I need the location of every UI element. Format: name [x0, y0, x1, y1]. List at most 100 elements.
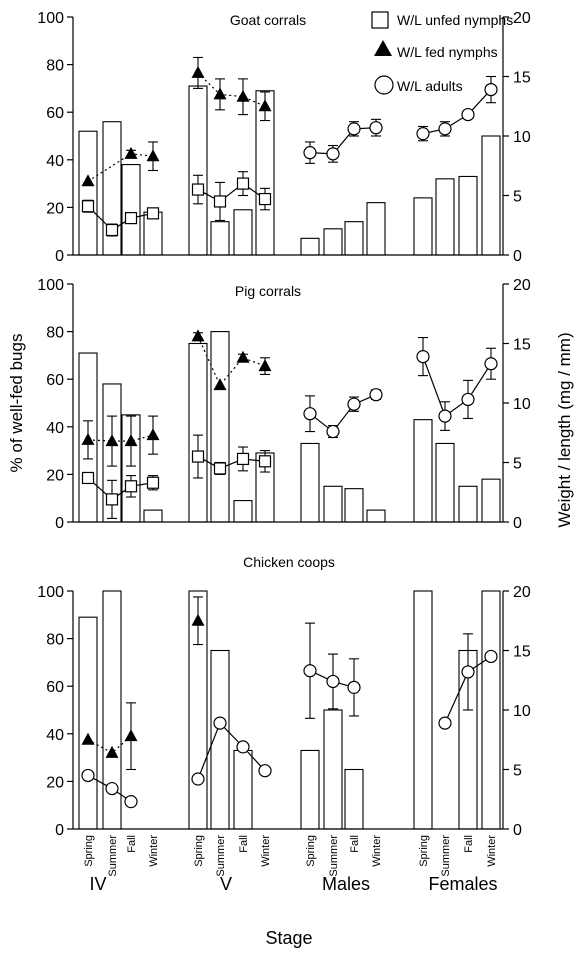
- marker-fed: [191, 65, 205, 78]
- y-tick-label-left: 40: [46, 153, 64, 170]
- panel-title: Goat corrals: [230, 12, 306, 28]
- bar: [323, 709, 343, 830]
- marker-adults: [81, 768, 95, 783]
- bar: [210, 221, 230, 256]
- y-tick-label-right: 15: [513, 337, 531, 354]
- bar: [210, 331, 230, 523]
- series-line-unfed: [197, 456, 266, 470]
- season-tick-label: Spring: [193, 835, 205, 867]
- marker-fed: [81, 432, 95, 445]
- marker-unfed: [124, 480, 138, 493]
- y-tick-label-right: 0: [513, 515, 522, 532]
- y-tick-label-left: 40: [46, 727, 64, 744]
- y-tick-label-left: 0: [55, 248, 64, 265]
- marker-adults: [303, 146, 317, 160]
- y-tick-label-left: 60: [46, 105, 64, 122]
- marker-adults: [124, 795, 138, 809]
- marker-fed: [258, 99, 272, 112]
- bar: [300, 442, 320, 523]
- bar: [481, 590, 501, 830]
- series-line-adults: [309, 127, 377, 155]
- legend-adults-marker: [374, 75, 394, 95]
- stage-label-v: V: [220, 874, 232, 894]
- y-tick-label-left: 80: [46, 632, 64, 649]
- series-line-adults: [422, 89, 492, 135]
- y-tick-label-right: 5: [513, 456, 522, 473]
- marker-fed: [124, 729, 138, 742]
- bar: [435, 442, 455, 523]
- bar: [300, 237, 320, 256]
- bar: [413, 197, 433, 256]
- marker-unfed: [258, 192, 272, 206]
- y-tick-label-left: 20: [46, 774, 64, 791]
- legend-unfed-swatch: [371, 11, 389, 29]
- marker-adults: [303, 407, 317, 421]
- stage-label-females: Females: [428, 874, 497, 894]
- marker-fed: [81, 174, 95, 187]
- marker-adults: [461, 107, 475, 122]
- marker-fed: [81, 732, 95, 745]
- marker-fed: [213, 87, 227, 100]
- marker-unfed: [124, 212, 138, 225]
- marker-fed: [236, 350, 250, 363]
- panel-1: Goat corrals 0 20 40 60 80 100 0 5 10 15 20: [37, 10, 531, 265]
- marker-adults: [326, 674, 340, 689]
- series-line-unfed: [197, 182, 266, 203]
- bar: [366, 509, 386, 523]
- marker-fed: [124, 434, 138, 447]
- bar: [458, 175, 478, 256]
- marker-adults: [484, 649, 498, 664]
- bar: [458, 485, 478, 523]
- marker-unfed: [236, 177, 250, 190]
- series-line-adults: [309, 394, 377, 433]
- marker-adults: [347, 122, 361, 136]
- season-tick-label: Winter: [260, 835, 272, 867]
- bar: [435, 178, 455, 256]
- y-tick-label-right: 10: [513, 703, 531, 720]
- bar: [366, 202, 386, 256]
- legend-fed-marker: [374, 40, 392, 56]
- marker-adults: [105, 781, 119, 796]
- marker-fed: [146, 149, 160, 162]
- y-tick-label-left: 100: [37, 584, 64, 601]
- series-line-unfed: [87, 477, 154, 501]
- y-tick-label-left: 0: [55, 822, 64, 839]
- marker-fed: [213, 378, 227, 391]
- marker-adults: [461, 392, 475, 407]
- y-tick-label-right: 0: [513, 822, 522, 839]
- marker-fed: [146, 428, 160, 441]
- legend-adults-label: W/L adults: [397, 78, 463, 94]
- season-tick-label: Spring: [418, 835, 430, 867]
- y-tick-label-right: 10: [513, 129, 531, 146]
- marker-adults: [326, 424, 340, 439]
- legend-unfed-label: W/L unfed nymphs: [397, 12, 513, 28]
- y-tick-label-left: 100: [37, 10, 64, 27]
- marker-adults: [347, 397, 361, 411]
- marker-fed: [191, 329, 205, 342]
- marker-adults: [303, 664, 317, 678]
- season-tick-label: Fall: [349, 835, 361, 853]
- season-tick-label: Spring: [83, 835, 95, 867]
- bar: [233, 749, 253, 830]
- series-line-fed: [197, 72, 266, 107]
- bar: [188, 342, 208, 523]
- bar: [323, 228, 343, 256]
- legend-fed-label: W/L fed nymphs: [397, 44, 498, 60]
- y-tick-label-left: 60: [46, 372, 64, 389]
- bar: [323, 485, 343, 523]
- marker-adults: [347, 680, 361, 694]
- bar: [233, 500, 253, 523]
- y-tick-label-left: 80: [46, 325, 64, 342]
- y-tick-label-left: 20: [46, 200, 64, 217]
- marker-fed: [191, 613, 205, 626]
- y-tick-label-left: 20: [46, 467, 64, 484]
- marker-unfed: [191, 183, 205, 196]
- series-line-adults: [197, 722, 266, 780]
- bar: [344, 488, 364, 523]
- bar: [143, 509, 163, 523]
- marker-adults: [326, 147, 340, 161]
- y-tick-label-left: 40: [46, 420, 64, 437]
- marker-unfed: [191, 450, 205, 463]
